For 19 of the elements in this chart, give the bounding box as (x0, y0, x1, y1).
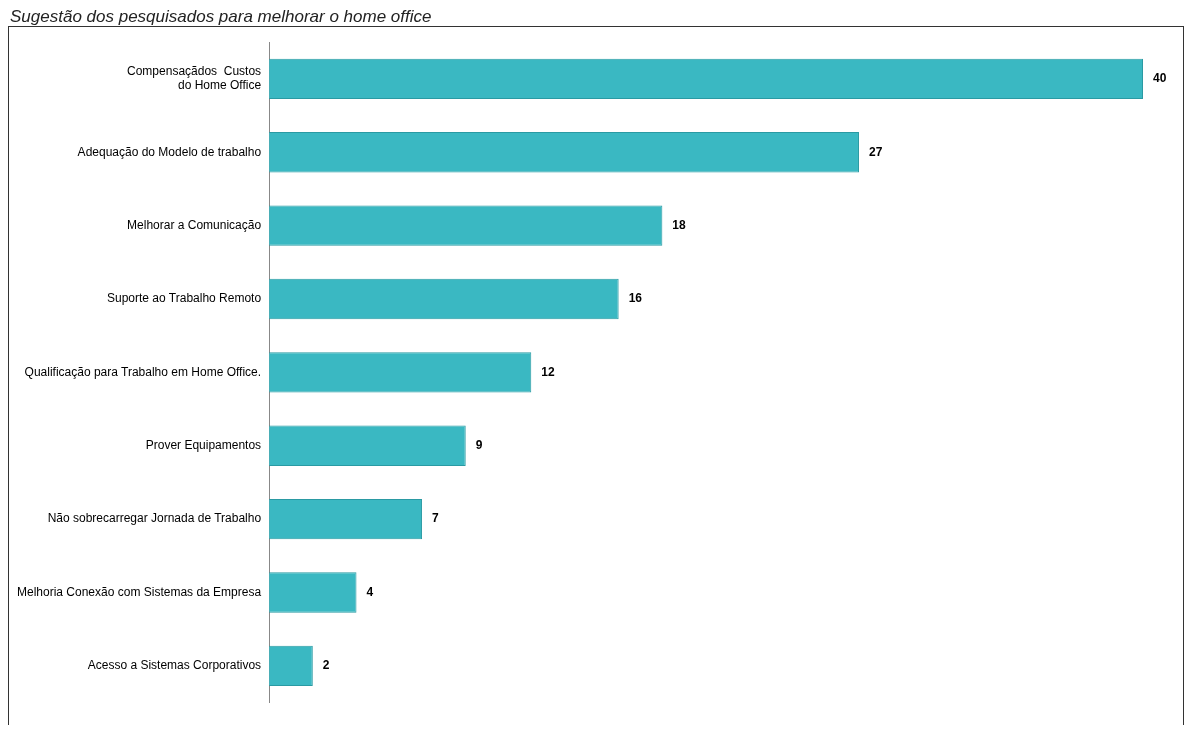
chart-title: Sugestão dos pesquisados para melhorar o home office (9, 7, 433, 26)
y-tick-label: Melhorar a Comunicação (127, 217, 262, 232)
y-tick-label: Adequação do Modelo de trabalho (77, 144, 262, 159)
data-label: 27 (868, 144, 883, 159)
data-label: 12 (541, 364, 555, 379)
data-label: 16 (628, 291, 643, 306)
data-label: 2 (322, 658, 330, 673)
y-tick-label: Melhoria Conexão com Sistemas da Empresa (17, 584, 262, 599)
data-label: 9 (475, 438, 483, 453)
y-tick-label: Suporte ao Trabalho Remoto (107, 291, 262, 306)
y-tick-label: Não sobrecarregar Jornada de Trabalho (47, 511, 262, 526)
data-label: 40 (1153, 71, 1167, 86)
y-tick-label: Compensaçãdos Custos do Home Office (127, 64, 262, 93)
data-label: 4 (366, 584, 374, 599)
data-label: 18 (672, 217, 687, 232)
y-tick-label: Qualificação para Trabalho em Home Office. (24, 364, 262, 379)
y-tick-label: Prover Equipamentos (145, 438, 262, 453)
data-label: 7 (432, 511, 440, 526)
y-tick-label: Acesso a Sistemas Corporativos (87, 658, 262, 673)
